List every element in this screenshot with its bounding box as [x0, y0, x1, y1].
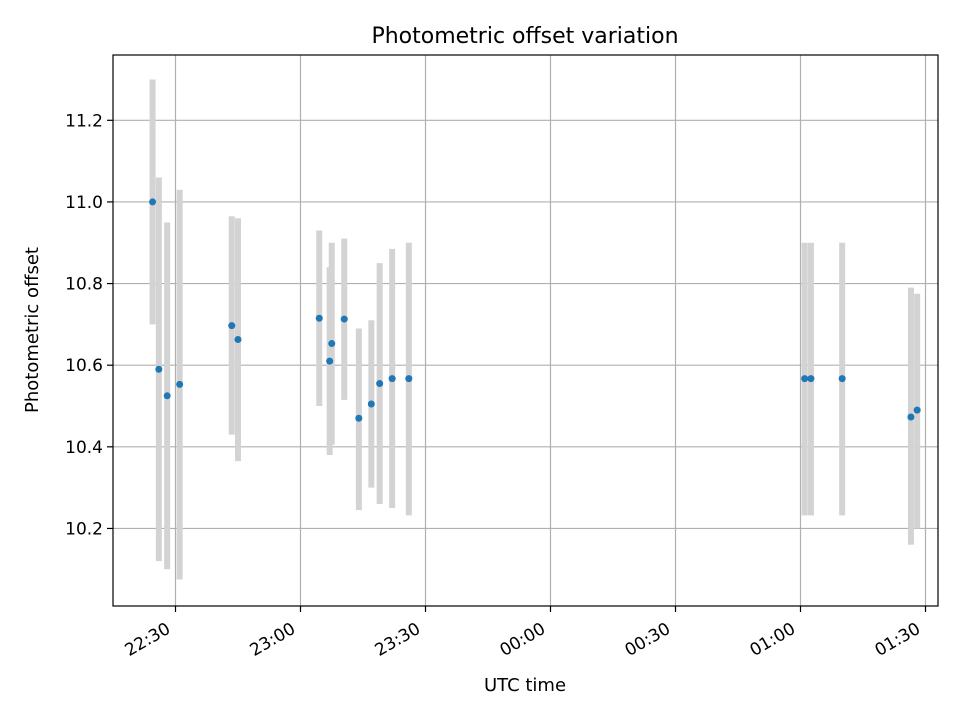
x-tick-label: 23:00 — [247, 619, 299, 661]
data-point — [228, 322, 236, 330]
data-point — [801, 375, 809, 383]
data-point — [376, 380, 384, 388]
x-tick-label: 00:00 — [497, 619, 549, 661]
data-point — [315, 314, 323, 322]
y-axis-label: Photometric offset — [22, 247, 43, 413]
chart-title: Photometric offset variation — [371, 24, 678, 49]
x-tick-label: 01:00 — [747, 619, 799, 661]
plot-frame — [112, 54, 939, 607]
axis-ticks: 22:30 23:00 23:30 00:00 00:30 01:00 01:30 10.2 1… — [65, 111, 927, 661]
data-point — [149, 198, 157, 206]
grid-lines — [113, 55, 938, 606]
x-axis-label: UTC time — [484, 675, 566, 696]
data-point — [405, 375, 413, 383]
y-tick-label: 10.4 — [65, 438, 103, 458]
x-tick-label: 22:30 — [122, 619, 174, 661]
data-point — [340, 315, 348, 323]
data-point — [163, 392, 171, 400]
data-point — [355, 414, 363, 422]
y-tick-label: 11.0 — [65, 193, 103, 213]
data-point — [326, 357, 334, 365]
x-tick-label: 00:30 — [622, 619, 674, 661]
data-point — [838, 375, 846, 383]
data-point — [807, 375, 815, 383]
y-tick-label: 11.2 — [65, 111, 103, 131]
data-points — [149, 198, 921, 422]
data-point — [234, 335, 242, 343]
data-point — [155, 365, 163, 373]
y-tick-label: 10.2 — [65, 519, 103, 539]
data-point — [328, 340, 336, 348]
error-bars — [149, 79, 921, 580]
data-point — [913, 406, 921, 414]
x-tick-label: 23:30 — [372, 619, 424, 661]
y-tick-label: 10.6 — [65, 356, 103, 376]
data-point — [367, 400, 375, 408]
data-point — [907, 413, 915, 421]
y-tick-label: 10.8 — [65, 275, 103, 295]
data-point — [388, 375, 396, 383]
x-tick-label: 01:30 — [872, 619, 924, 661]
data-point — [176, 380, 184, 388]
